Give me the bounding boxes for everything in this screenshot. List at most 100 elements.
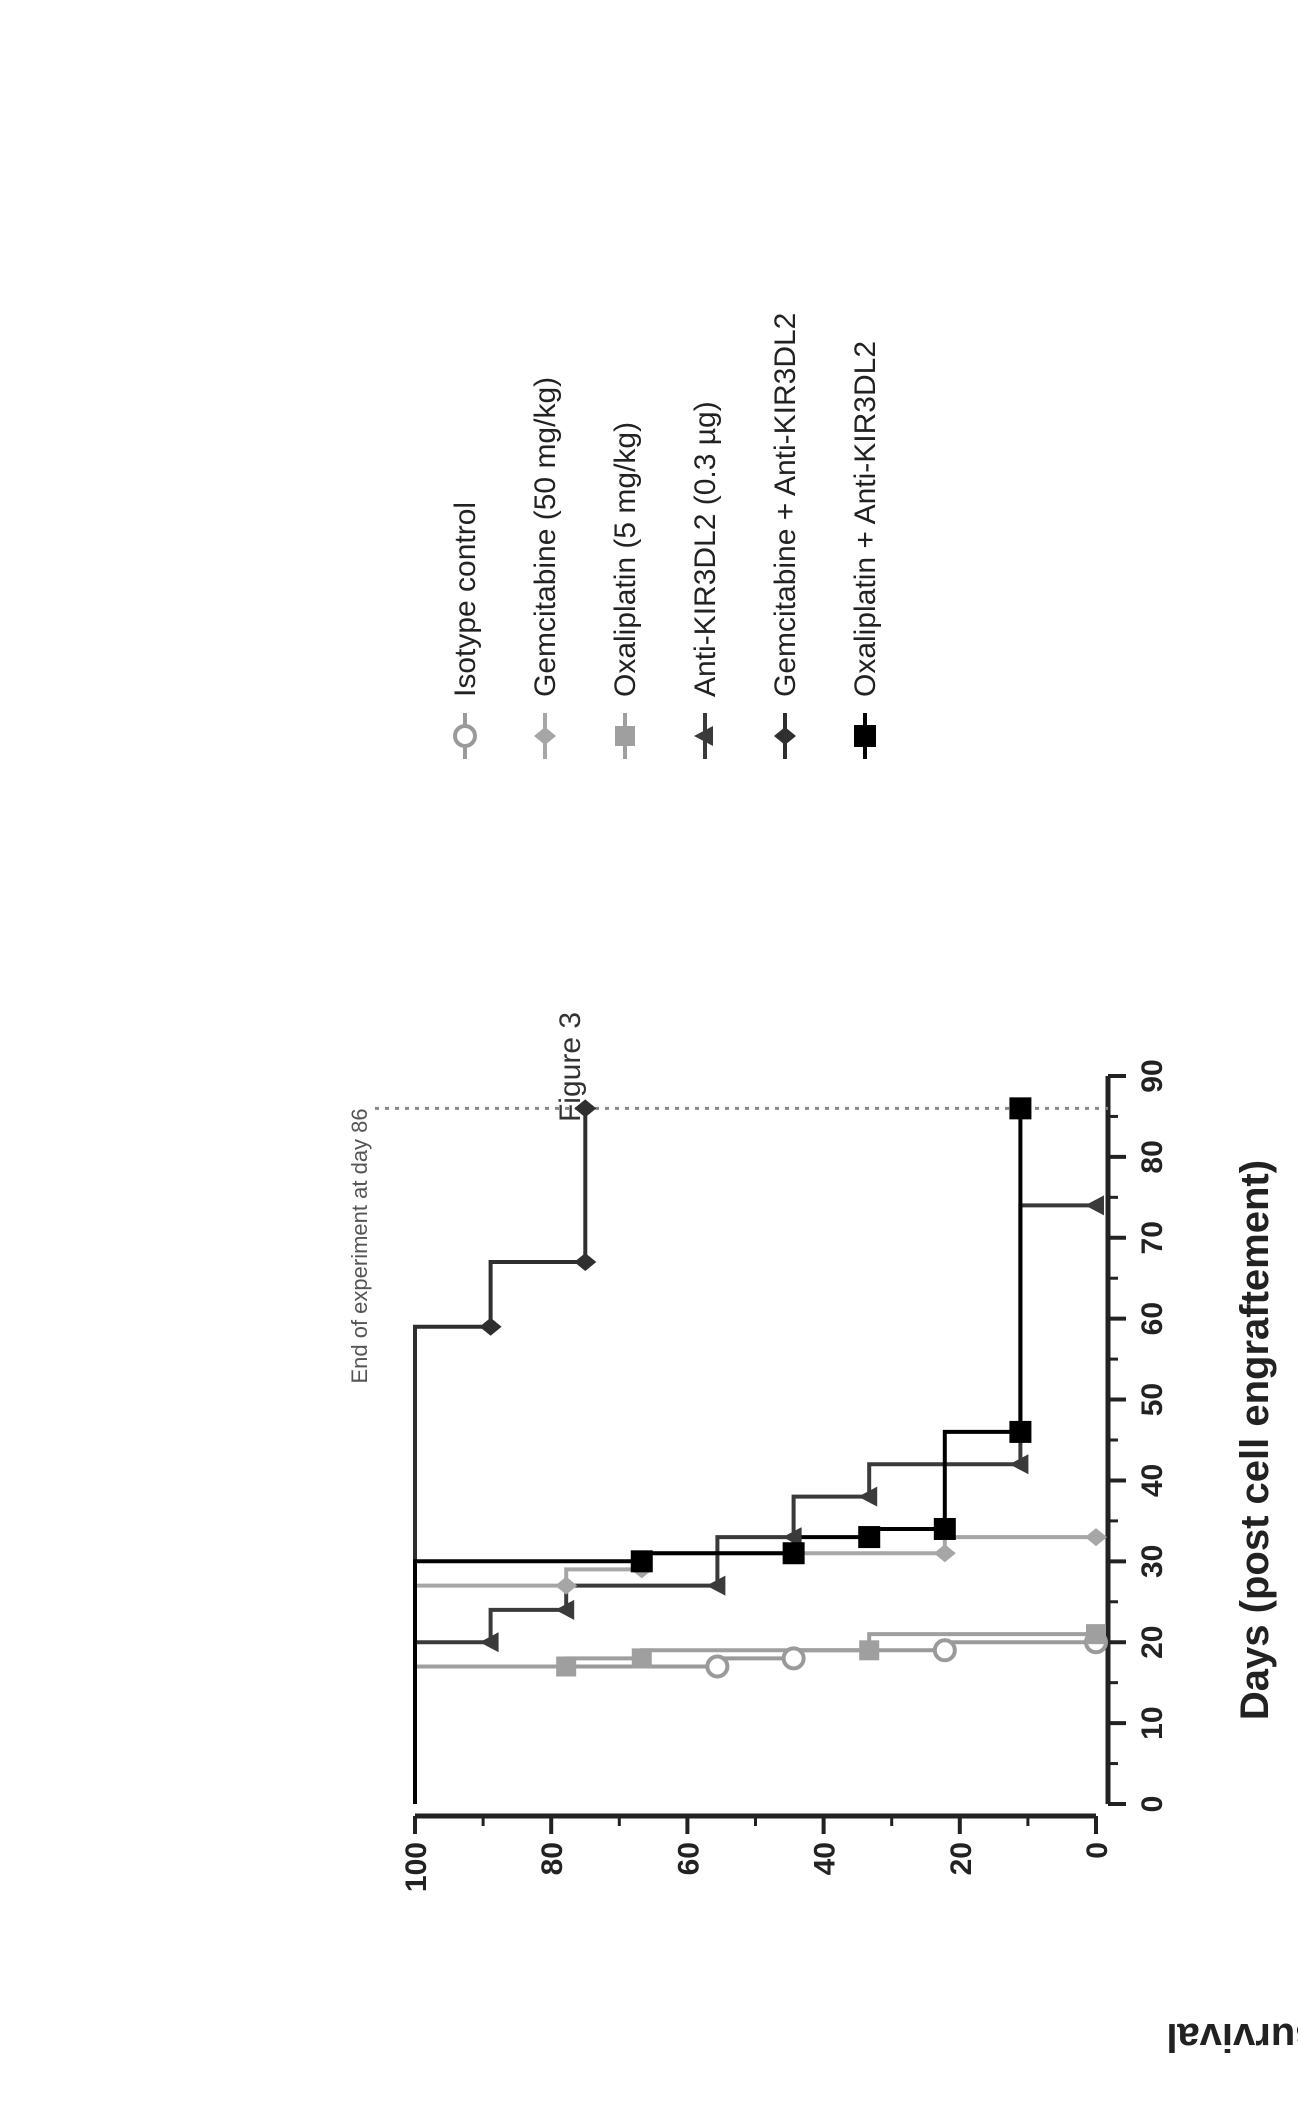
marker-shape [574,1253,597,1272]
x-tick-label: 90 [1136,1059,1169,1092]
y-tick-label: 0 [1081,1842,1114,1859]
data-point-oxaliplatin-anti-kir3dl2 [1009,1420,1032,1443]
legend-label: Gemcitabine + Anti-KIR3DL2 [769,313,802,697]
data-point-oxaliplatin-5-mg-kg [556,1656,577,1677]
legend-marker [694,726,713,746]
marker-shape [774,727,796,745]
data-point-gemcitabine-anti-kir3dl2 [479,1317,502,1336]
data-point-oxaliplatin-5-mg-kg [859,1640,880,1661]
rotated-figure-group: Figure 3 0102030405060708090020406080100… [347,313,1298,2059]
legend-marker [615,726,635,746]
data-point-anti-kir3dl2-0-3-g [1085,1195,1104,1216]
marker-shape [479,1317,502,1336]
legend-label: Oxaliplatin (5 mg/kg) [609,422,642,697]
x-tick-label: 0 [1136,1796,1169,1813]
chart-axes: 0 10 20 30 40 50 60 70 80 90 0 20 40 60 80 100 [400,1059,1169,1892]
data-point-oxaliplatin-anti-kir3dl2 [630,1550,653,1573]
marker-shape [932,1638,957,1663]
data-point-oxaliplatin-anti-kir3dl2 [858,1526,881,1549]
x-tick-label: 60 [1136,1302,1169,1335]
marker-shape [1009,1420,1032,1443]
x-tick-label: 50 [1136,1383,1169,1416]
data-point-oxaliplatin-anti-kir3dl2 [1009,1097,1032,1120]
legend-marker [774,727,796,745]
end-of-experiment-text: End of experiment at day 86 [347,1108,372,1383]
legend-item-oxaliplatin-anti-kir3dl2: Oxaliplatin + Anti-KIR3DL2 [849,341,882,759]
y-tick-label: 60 [672,1842,705,1875]
series-lines [413,1108,1096,1804]
marker-shape [1009,1454,1029,1475]
x-axis-label: Days (post cell engraftement) [1233,1160,1277,1720]
legend-item-anti-kir3dl2-0-3-g: Anti-KIR3DL2 (0.3 µg) [689,401,722,759]
marker-shape [555,1599,575,1620]
legend-item-oxaliplatin-5-mg-kg: Oxaliplatin (5 mg/kg) [609,422,642,759]
marker-shape [706,1575,726,1596]
marker-shape [1085,1195,1104,1216]
data-point-isotype-control [781,1646,806,1671]
marker-shape [781,1646,806,1671]
data-point-anti-kir3dl2-0-3-g [479,1632,499,1653]
legend-label: Anti-KIR3DL2 (0.3 µg) [689,401,722,697]
data-point-anti-kir3dl2-0-3-g [706,1575,726,1596]
legend: Isotype control Gemcitabine (50 mg/kg) Oxa… [449,313,882,759]
marker-shape [555,1576,578,1595]
x-tick-label: 30 [1136,1545,1169,1578]
marker-shape [782,1527,802,1548]
data-point-anti-kir3dl2-0-3-g [858,1486,878,1507]
marker-shape [1086,1624,1106,1645]
end-of-experiment-annotation: End of experiment at day 86 [347,1106,1108,1384]
y-tick-label: 80 [536,1842,569,1875]
series-line-oxaliplatin-anti-kir3dl2 [413,1108,1023,1804]
data-point-oxaliplatin-5-mg-kg [1086,1624,1106,1645]
data-point-anti-kir3dl2-0-3-g [782,1527,802,1548]
legend-marker [854,725,876,747]
data-point-isotype-control [705,1654,730,1679]
y-tick-label: 20 [945,1842,978,1875]
x-tick-label: 70 [1136,1221,1169,1254]
x-tick-label: 40 [1136,1464,1169,1497]
legend-label: Oxaliplatin + Anti-KIR3DL2 [849,341,882,697]
legend-item-gemcitabine-50-mg-kg: Gemcitabine (50 mg/kg) [529,377,562,759]
data-point-anti-kir3dl2-0-3-g [1009,1454,1029,1475]
legend-label: Isotype control [449,502,482,697]
marker-shape [858,1526,881,1549]
x-tick-label: 20 [1136,1626,1169,1659]
data-point-gemcitabine-anti-kir3dl2 [574,1253,597,1272]
series-line-anti-kir3dl2-0-3-g [413,1203,1096,1804]
data-point-gemcitabine-50-mg-kg [933,1544,956,1563]
marker-shape [933,1517,956,1540]
data-point-gemcitabine-50-mg-kg [1085,1528,1107,1547]
data-point-gemcitabine-50-mg-kg [555,1576,578,1595]
marker-shape [705,1654,730,1679]
series-line-gemcitabine-anti-kir3dl2 [413,1108,588,1804]
series-line-gemcitabine-50-mg-kg [413,1535,1096,1804]
marker-shape [556,1656,577,1677]
marker-shape [782,1542,805,1565]
x-tick-label: 10 [1136,1706,1169,1739]
marker-shape [859,1640,880,1661]
marker-shape [615,726,635,746]
marker-shape [630,1550,653,1573]
data-point-oxaliplatin-anti-kir3dl2 [933,1517,956,1540]
marker-shape [854,725,876,747]
legend-item-isotype-control: Isotype control [449,502,482,759]
legend-label: Gemcitabine (50 mg/kg) [529,377,562,697]
legend-item-gemcitabine-anti-kir3dl2: Gemcitabine + Anti-KIR3DL2 [769,313,802,759]
marker-shape [933,1544,956,1563]
y-tick-label: 40 [809,1842,842,1875]
data-point-isotype-control [932,1638,957,1663]
marker-shape [631,1648,652,1669]
y-axis-label: Percent mice survival [1166,2015,1298,2059]
marker-shape [479,1632,499,1653]
marker-shape [453,724,477,748]
legend-marker [534,727,556,745]
data-point-anti-kir3dl2-0-3-g [555,1599,575,1620]
marker-shape [858,1486,878,1507]
marker-shape [1009,1097,1032,1120]
marker-shape [1085,1528,1107,1547]
y-tick-label: 100 [400,1842,433,1892]
series-markers [479,1097,1108,1679]
marker-shape [534,727,556,745]
data-point-oxaliplatin-5-mg-kg [631,1648,652,1669]
